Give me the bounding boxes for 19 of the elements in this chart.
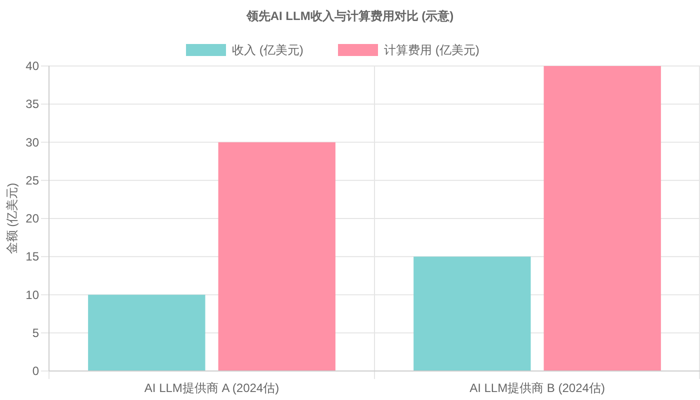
legend-label: 收入 (亿美元) (232, 43, 304, 57)
y-tick-label: 5 (32, 326, 40, 340)
bar (544, 66, 661, 371)
y-axis-title: 金额 (亿美元) (5, 182, 19, 254)
x-tick-label: AI LLM提供商 A (2024估) (144, 381, 280, 395)
bar (414, 256, 531, 371)
bar (88, 294, 206, 371)
chart-title: 领先AI LLM收入与计算费用对比 (示意) (245, 9, 454, 23)
y-tick-label: 30 (26, 135, 40, 150)
y-tick-label: 40 (26, 59, 40, 73)
y-tick-label: 0 (32, 364, 40, 378)
y-tick-label: 20 (26, 212, 40, 226)
y-tick-label: 15 (26, 250, 40, 264)
x-tick-label: AI LLM提供商 B (2024估) (470, 381, 605, 395)
y-tick-label: 25 (26, 173, 40, 188)
y-tick-label: 35 (26, 97, 40, 112)
legend-label: 计算费用 (亿美元) (384, 43, 480, 57)
y-tick-label: 10 (26, 288, 40, 302)
bar (218, 142, 336, 371)
